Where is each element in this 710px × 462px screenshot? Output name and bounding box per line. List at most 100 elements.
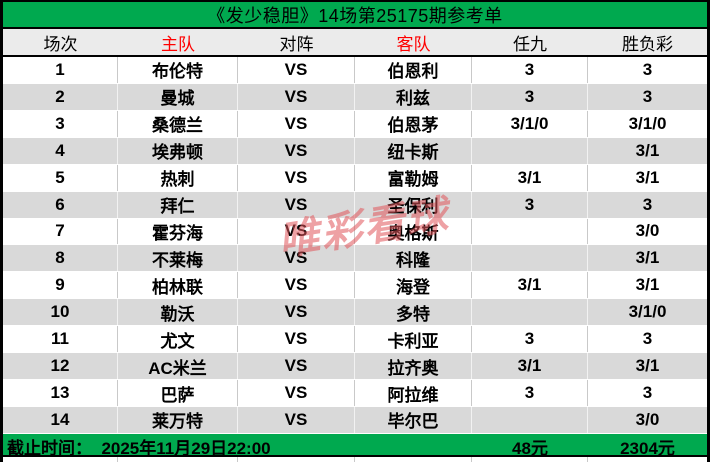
match-number: 2 [3, 83, 118, 110]
away-team: 阿拉维 [355, 380, 472, 406]
footer-bar: 截止时间： 2025年11月29日22:00 48元 2304元 [3, 434, 707, 458]
home-team: AC米兰 [118, 353, 238, 380]
away-team: 海登 [355, 272, 472, 299]
home-team: 柏林联 [118, 272, 238, 299]
away-team: 科隆 [355, 245, 472, 272]
vs-label: VS [238, 191, 355, 218]
away-team: 毕尔巴 [355, 406, 472, 433]
match-number: 13 [3, 380, 118, 406]
ren9-pick [472, 245, 588, 272]
match-number: 7 [3, 218, 118, 245]
sfc-pick: 3/0 [635, 409, 660, 429]
sfc-pick: 3 [642, 59, 653, 79]
home-team: 巴萨 [118, 380, 238, 406]
ren9-pick: 3 [472, 326, 588, 353]
deadline-text: 截止时间： 2025年11月29日22:00 [7, 439, 271, 458]
sfc-pick: 3 [642, 86, 653, 106]
column-header-home-team: 主队 [161, 34, 195, 54]
table-row: 13 巴萨 VS 阿拉维 3 3 [3, 380, 707, 407]
column-header-ren9: 任九 [513, 34, 547, 54]
away-team: 卡利亚 [355, 326, 472, 353]
vs-label: VS [238, 83, 355, 110]
title-bar: 《发少稳胆》14场第25175期参考单 [3, 2, 707, 29]
bottom-strip [3, 457, 707, 462]
away-team: 纽卡斯 [355, 137, 472, 164]
table-body: 1 布伦特 VS 伯恩利 3 3 2 曼城 VS 利兹 3 3 3 桑德兰 VS… [3, 57, 707, 434]
home-team: 桑德兰 [118, 110, 238, 137]
away-team: 奥格斯 [355, 218, 472, 245]
away-team: 多特 [355, 299, 472, 326]
home-team: 曼城 [118, 83, 238, 110]
table-row: 2 曼城 VS 利兹 3 3 [3, 83, 707, 111]
match-number: 3 [3, 110, 118, 137]
match-number: 1 [3, 57, 118, 83]
vs-label: VS [238, 326, 355, 353]
page-title: 《发少稳胆》14场第25175期参考单 [207, 5, 503, 26]
vs-label: VS [238, 272, 355, 299]
column-header-shengfucai: 胜负彩 [622, 34, 673, 54]
vs-label: VS [238, 299, 355, 326]
ren9-pick [472, 218, 588, 245]
ren9-pick: 3 [472, 380, 588, 406]
sfc-pick: 3/1/0 [628, 113, 667, 133]
ren9-pick: 3 [472, 83, 588, 110]
vs-label: VS [238, 380, 355, 406]
home-team: 不莱梅 [118, 245, 238, 272]
vs-label: VS [238, 406, 355, 433]
ren9-pick [472, 137, 588, 164]
sfc-pick: 3/1 [635, 167, 660, 187]
sfc-pick: 3/1 [635, 248, 660, 268]
match-number: 12 [3, 353, 118, 380]
table-row: 6 拜仁 VS 圣保利 3 3 [3, 191, 707, 219]
home-team: 热刺 [118, 164, 238, 191]
ren9-pick: 3 [472, 57, 588, 83]
sfc-pick: 3 [642, 329, 653, 349]
column-header-away-team: 客队 [396, 34, 431, 54]
table-header-row: 场次 主队 对阵 客队 任九 胜负彩 [3, 29, 707, 57]
home-team: 尤文 [118, 326, 238, 353]
ren9-pick [472, 299, 588, 326]
home-team: 勒沃 [118, 299, 238, 326]
table-row: 5 热刺 VS 富勒姆 3/1 3/1 [3, 164, 707, 192]
sfc-pick: 3/0 [635, 221, 660, 241]
column-header-match-no: 场次 [43, 34, 78, 54]
column-header-versus: 对阵 [279, 34, 314, 54]
match-number: 5 [3, 164, 118, 191]
vs-label: VS [238, 110, 355, 137]
away-team: 伯恩利 [355, 57, 472, 83]
table-row: 4 埃弗顿 VS 纽卡斯 3/1 [3, 137, 707, 165]
home-team: 布伦特 [118, 57, 238, 83]
table-row: 9 柏林联 VS 海登 3/1 3/1 [3, 272, 707, 300]
sfc-pick: 3 [642, 383, 653, 403]
sfc-price: 2304元 [620, 439, 675, 458]
sfc-pick: 3/1 [635, 356, 660, 376]
table-row: 8 不莱梅 VS 科隆 3/1 [3, 245, 707, 273]
home-team: 霍芬海 [118, 218, 238, 245]
vs-label: VS [238, 353, 355, 380]
table-row: 11 尤文 VS 卡利亚 3 3 [3, 326, 707, 354]
vs-label: VS [238, 164, 355, 191]
sfc-pick: 3 [642, 194, 653, 214]
ren9-price: 48元 [512, 439, 548, 458]
ren9-pick: 3/1 [472, 353, 588, 380]
vs-label: VS [238, 218, 355, 245]
ren9-pick: 3/1/0 [472, 110, 588, 137]
vs-label: VS [238, 137, 355, 164]
ren9-pick: 3/1 [472, 164, 588, 191]
match-number: 6 [3, 191, 118, 218]
table-row: 12 AC米兰 VS 拉齐奥 3/1 3/1 [3, 353, 707, 381]
away-team: 拉齐奥 [355, 353, 472, 380]
sfc-pick: 3/1 [635, 140, 660, 160]
match-number: 4 [3, 137, 118, 164]
table-row: 3 桑德兰 VS 伯恩茅 3/1/0 3/1/0 [3, 110, 707, 138]
table-row: 7 霍芬海 VS 奥格斯 3/0 [3, 218, 707, 246]
sfc-pick: 3/1/0 [628, 302, 667, 322]
vs-label: VS [238, 57, 355, 83]
ren9-pick [472, 406, 588, 433]
home-team: 拜仁 [118, 191, 238, 218]
away-team: 利兹 [355, 83, 472, 110]
match-number: 10 [3, 299, 118, 326]
match-number: 14 [3, 406, 118, 433]
sfc-pick: 3/1 [635, 275, 660, 295]
